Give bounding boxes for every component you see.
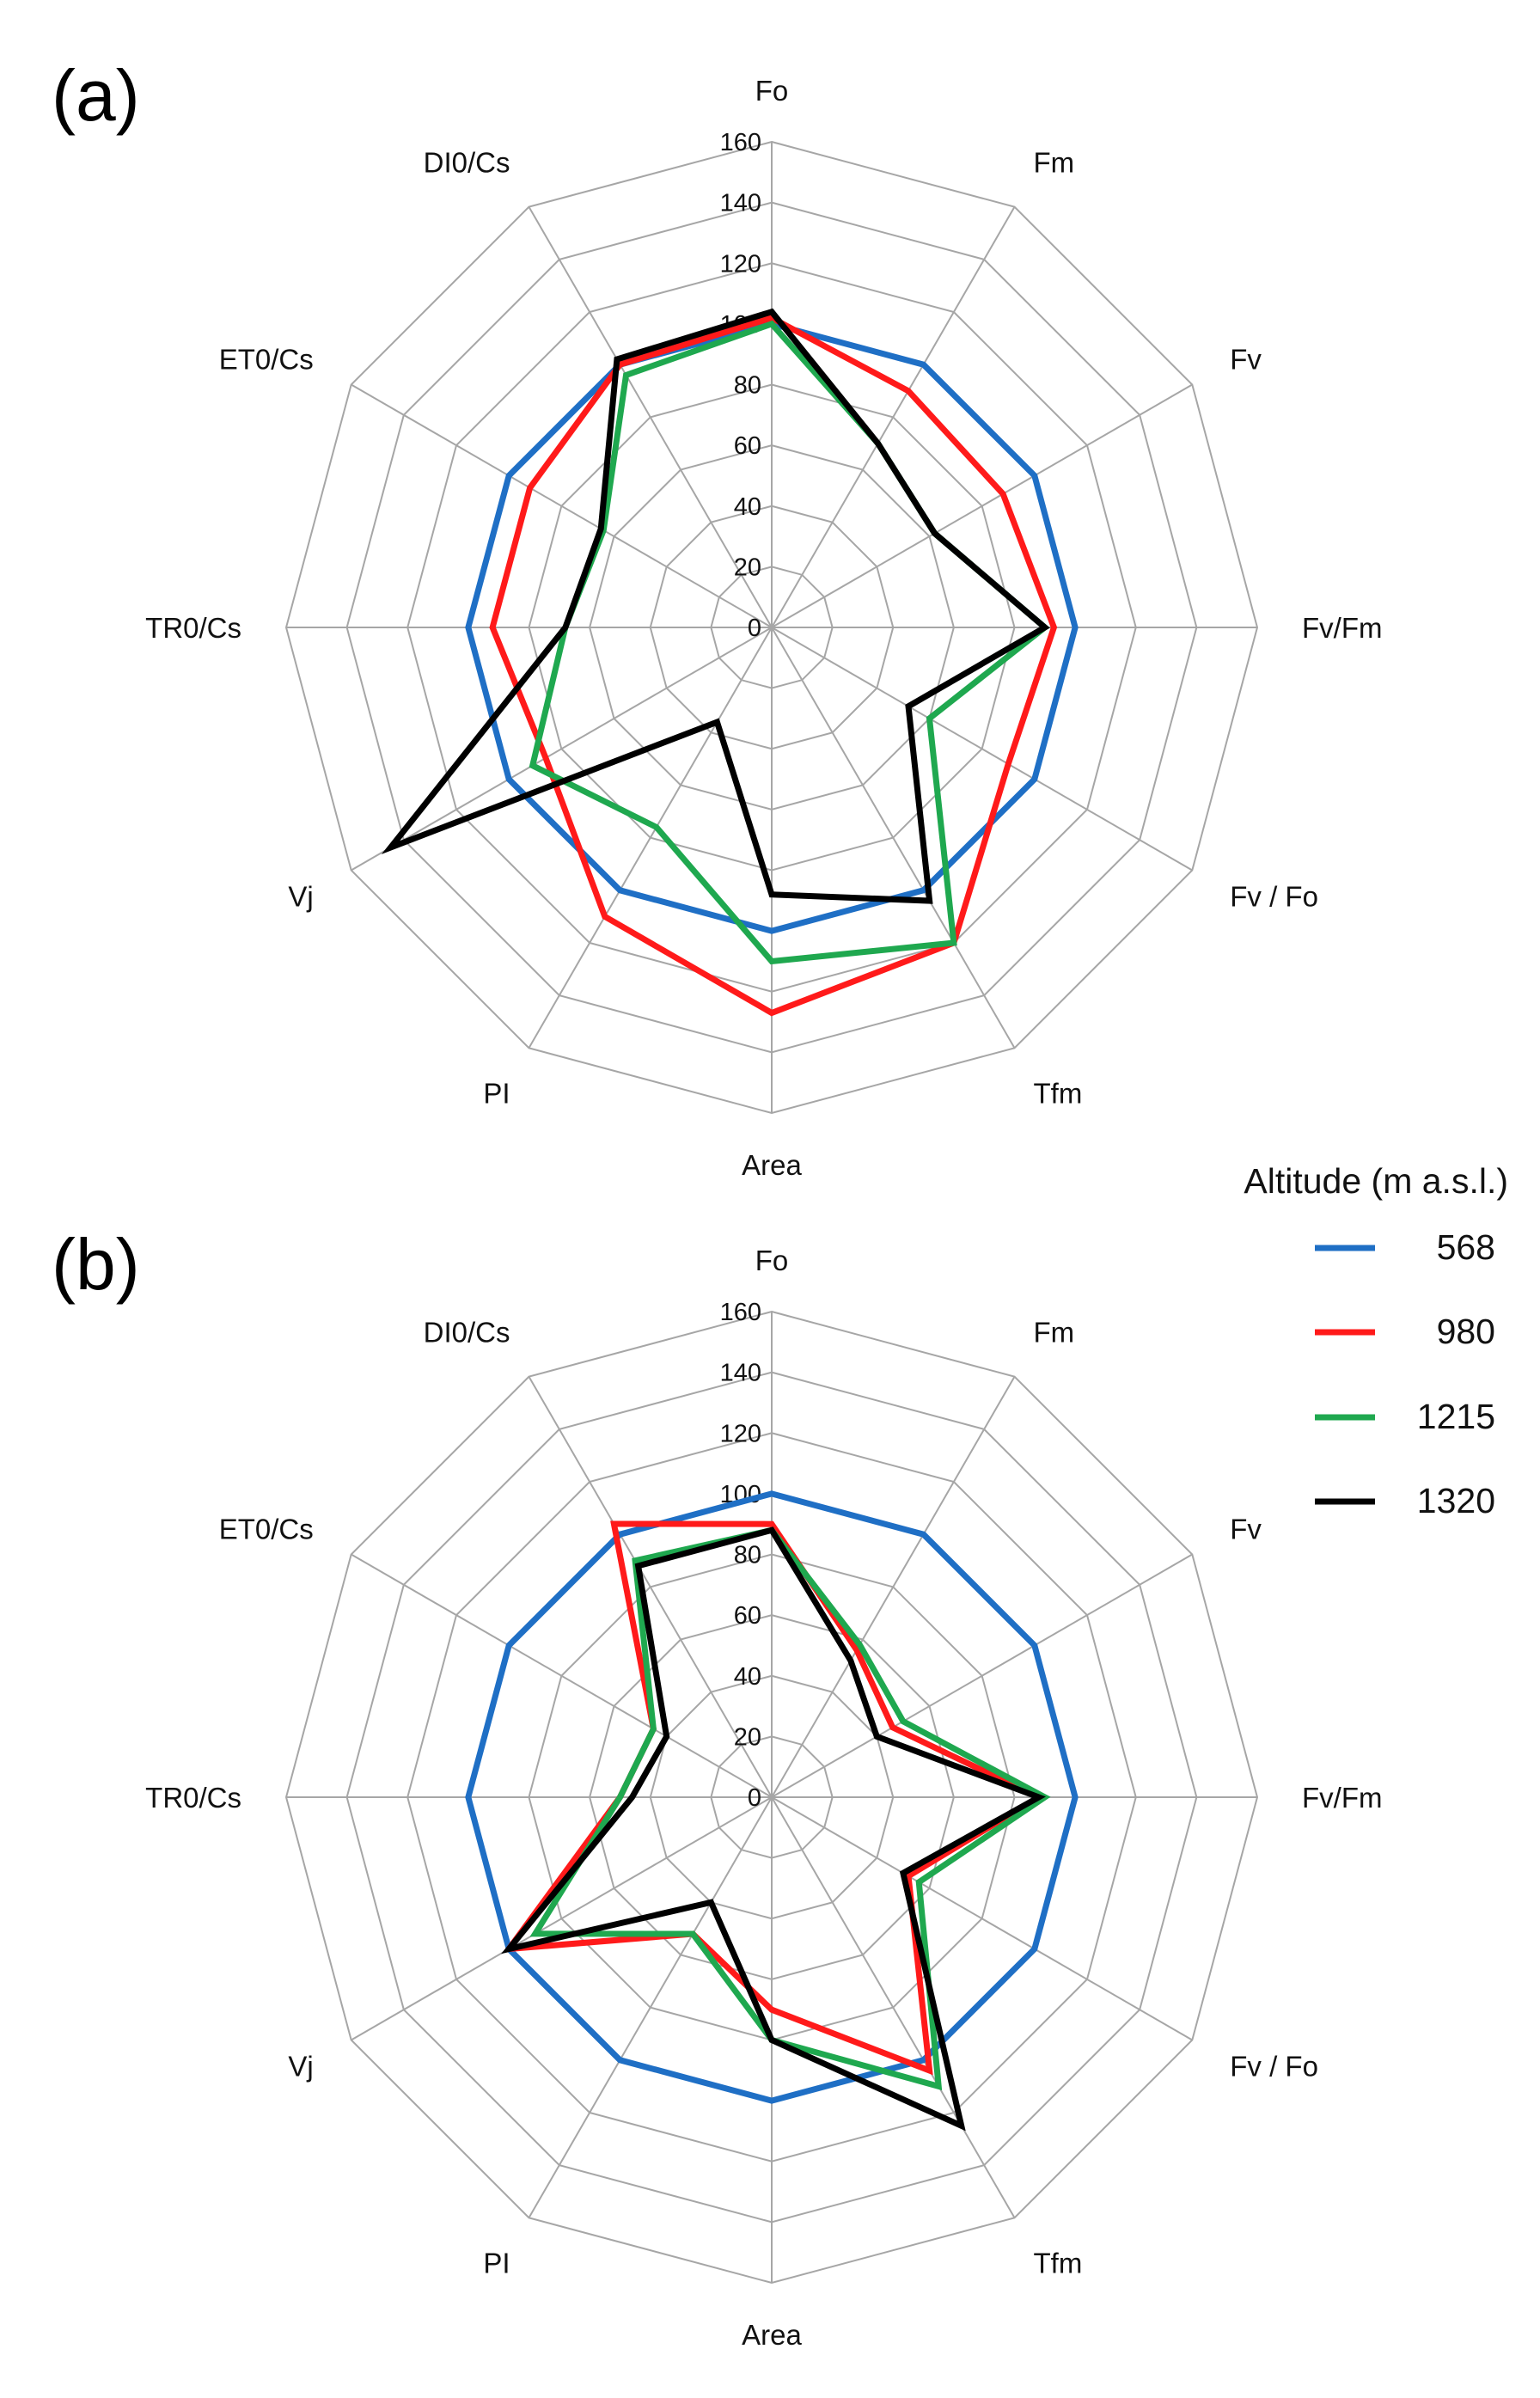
- grid-spoke: [771, 627, 1193, 872]
- axis-label: Tfm: [1034, 1077, 1083, 1109]
- tick-label: 160: [720, 1299, 761, 1326]
- grid-spoke: [771, 206, 1016, 628]
- axis-label: Fv/Fm: [1302, 1782, 1382, 1814]
- axis-label: Vj: [288, 2051, 313, 2083]
- panel-label: (b): [52, 1224, 140, 1305]
- tick-label: 60: [734, 432, 761, 460]
- axis-label: Fv / Fo: [1230, 2051, 1318, 2083]
- grid-spoke: [528, 627, 773, 1049]
- grid-spoke: [771, 1376, 1016, 1798]
- axis-label: TR0/Cs: [145, 1782, 241, 1814]
- axis-label: Fo: [755, 75, 789, 107]
- axis-labels: Fo Fm Fv Fv/Fm Fv / Fo Tfm Area PI Vj TR0/Cs ET0/C…: [145, 75, 1382, 1181]
- legend-item: 980: [1315, 1312, 1495, 1351]
- axis-label: Fv: [1230, 344, 1262, 376]
- axis-label: Area: [742, 2319, 802, 2351]
- series-group: [465, 1490, 1079, 2132]
- series-line-568: [465, 321, 1079, 934]
- grid-spoke: [528, 206, 773, 628]
- legend-label: 1320: [1417, 1481, 1495, 1520]
- series-line-1320: [381, 308, 1050, 904]
- legend-item: 1320: [1315, 1481, 1495, 1520]
- tick-label: 60: [734, 1602, 761, 1630]
- tick-label: 40: [734, 1663, 761, 1691]
- axis-label: Tfm: [1034, 2247, 1083, 2279]
- grid-spoke: [528, 1796, 773, 2218]
- axis-label: Fm: [1034, 147, 1075, 179]
- series-group: [381, 308, 1079, 1017]
- grid-spoke: [771, 1796, 1193, 2041]
- tick-label: 20: [734, 1723, 761, 1751]
- axis-label: Vj: [288, 881, 313, 913]
- tick-label: 80: [734, 1542, 761, 1569]
- panel-label: (a): [52, 55, 140, 136]
- axis-label: PI: [483, 2247, 510, 2279]
- tick-label: 120: [720, 1420, 761, 1447]
- axis-label: Fo: [755, 1245, 789, 1276]
- axis-label: Fv / Fo: [1230, 881, 1318, 913]
- tick-label: 0: [748, 615, 761, 642]
- axis-label: ET0/Cs: [219, 344, 314, 376]
- legend-label: 980: [1437, 1312, 1495, 1351]
- tick-label: 80: [734, 372, 761, 400]
- grid-spoke: [771, 1553, 1193, 1798]
- axis-label: Fm: [1034, 1317, 1075, 1349]
- axis-label: DI0/Cs: [424, 147, 510, 179]
- tick-label: 140: [720, 1360, 761, 1387]
- legend-item: 1215: [1315, 1397, 1495, 1436]
- axis-label: PI: [483, 1077, 510, 1109]
- axis-label: TR0/Cs: [145, 612, 241, 644]
- legend-item: 568: [1315, 1227, 1495, 1267]
- series-line-1320: [501, 1526, 1047, 2132]
- axis-label: DI0/Cs: [424, 1317, 510, 1349]
- grid-spoke: [771, 1796, 1016, 2218]
- axis-label: Area: [742, 1149, 802, 1181]
- tick-label: 160: [720, 129, 761, 156]
- grid-spoke: [351, 627, 773, 872]
- legend-title: Altitude (m a.s.l.): [1244, 1161, 1508, 1201]
- axis-label: ET0/Cs: [219, 1514, 314, 1545]
- series-line-568: [465, 1490, 1079, 2104]
- axis-label: Fv: [1230, 1514, 1262, 1545]
- tick-label: 0: [748, 1784, 761, 1812]
- radar-grid: [284, 140, 1259, 1115]
- tick-label: 120: [720, 250, 761, 278]
- grid-spoke: [528, 1376, 773, 1798]
- axis-label: Fv/Fm: [1302, 612, 1382, 644]
- tick-label: 20: [734, 554, 761, 581]
- grid-spoke: [351, 1796, 773, 2041]
- legend-label: 1215: [1417, 1397, 1495, 1436]
- series-line-980: [489, 315, 1058, 1017]
- tick-label: 140: [720, 190, 761, 217]
- legend: Altitude (m a.s.l.) 568 980 1215 1320: [1244, 1161, 1508, 1520]
- legend-label: 568: [1437, 1227, 1495, 1267]
- tick-label: 40: [734, 493, 761, 521]
- grid-spoke: [771, 627, 1016, 1049]
- grid-spoke: [771, 383, 1193, 628]
- grid-spoke: [351, 383, 773, 628]
- radar-grid: [284, 1310, 1259, 2285]
- axis-labels: Fo Fm Fv Fv/Fm Fv / Fo Tfm Area PI Vj TR0/Cs ET0/C…: [145, 1245, 1382, 2351]
- grid-spoke: [351, 1553, 773, 1798]
